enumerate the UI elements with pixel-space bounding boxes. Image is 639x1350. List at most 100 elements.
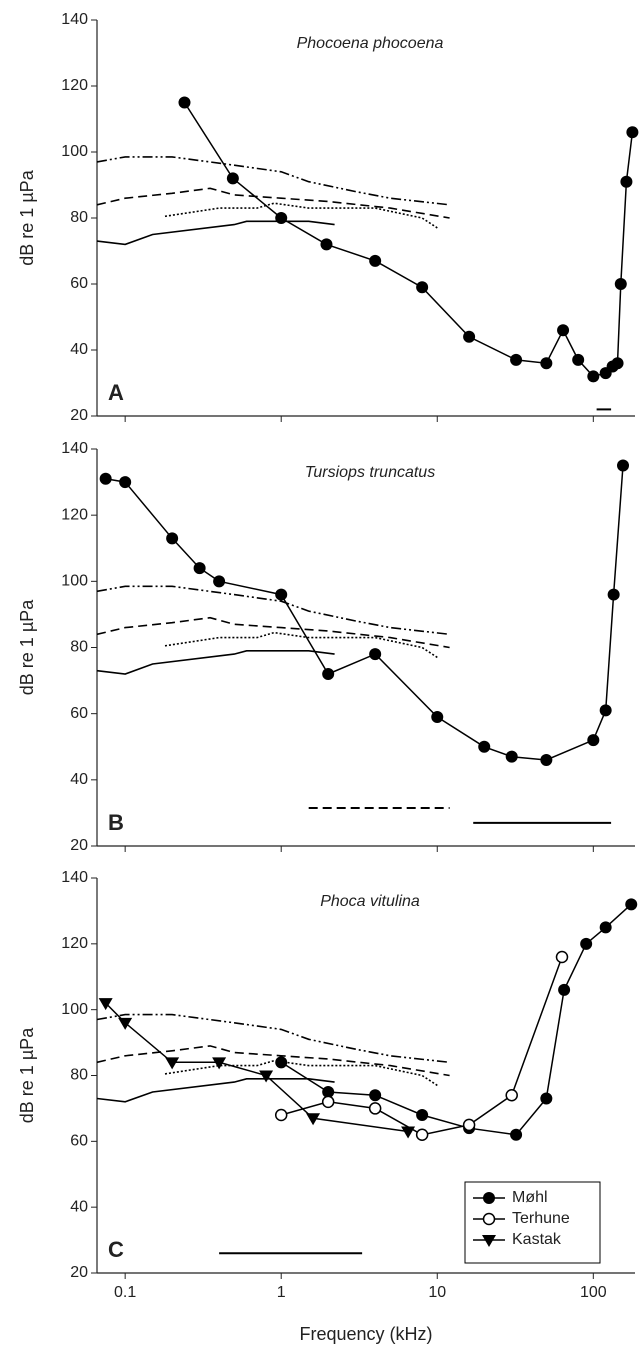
marker bbox=[431, 710, 444, 723]
marker bbox=[540, 357, 553, 370]
marker bbox=[213, 575, 226, 588]
marker bbox=[275, 588, 288, 601]
marker bbox=[463, 330, 476, 343]
marker bbox=[119, 476, 132, 489]
marker bbox=[620, 175, 633, 188]
marker bbox=[483, 1192, 495, 1204]
marker bbox=[274, 1108, 288, 1122]
series-line bbox=[96, 187, 450, 219]
y-tick-label: 140 bbox=[61, 440, 88, 457]
series-line bbox=[96, 585, 450, 636]
chart-title: Phoca vitulina bbox=[320, 893, 420, 910]
series-line bbox=[183, 102, 634, 378]
y-tick-label: 100 bbox=[61, 573, 88, 590]
chart-title: Phocoena phocoena bbox=[297, 35, 444, 52]
legend-label: Kastak bbox=[512, 1231, 562, 1248]
y-tick-label: 100 bbox=[61, 143, 88, 160]
marker bbox=[415, 1128, 429, 1141]
series-line bbox=[164, 1059, 438, 1087]
marker bbox=[625, 898, 638, 911]
marker bbox=[369, 648, 382, 661]
panel-label: A bbox=[108, 380, 124, 405]
y-tick-label: 60 bbox=[70, 275, 88, 292]
y-tick-label: 80 bbox=[70, 639, 88, 656]
marker bbox=[599, 704, 612, 717]
marker bbox=[306, 1113, 321, 1126]
marker bbox=[510, 353, 523, 366]
marker bbox=[369, 254, 382, 267]
marker bbox=[118, 1017, 133, 1030]
y-tick-label: 80 bbox=[70, 209, 88, 226]
y-axis-label: dB re 1 µPa bbox=[17, 599, 37, 695]
series-line bbox=[96, 156, 450, 206]
marker bbox=[275, 212, 288, 224]
y-tick-label: 40 bbox=[70, 1198, 88, 1215]
marker bbox=[212, 1057, 227, 1070]
series-line bbox=[105, 1002, 409, 1133]
marker bbox=[226, 172, 239, 185]
y-tick-label: 20 bbox=[70, 407, 88, 424]
marker bbox=[505, 750, 518, 763]
y-tick-label: 120 bbox=[61, 506, 88, 523]
y-tick-label: 120 bbox=[61, 77, 88, 94]
marker bbox=[259, 1070, 274, 1083]
legend-label: Terhune bbox=[512, 1210, 570, 1227]
chart-title: Tursiops truncatus bbox=[305, 464, 435, 481]
y-tick-label: 80 bbox=[70, 1067, 88, 1084]
series-line bbox=[96, 650, 335, 675]
marker bbox=[320, 238, 333, 251]
x-tick-label: 1 bbox=[277, 1284, 286, 1301]
marker bbox=[165, 1057, 180, 1070]
marker bbox=[321, 1095, 335, 1109]
x-tick-label: 100 bbox=[580, 1284, 607, 1301]
marker bbox=[611, 357, 624, 370]
marker bbox=[369, 1089, 382, 1102]
y-tick-label: 120 bbox=[61, 935, 88, 952]
series-line bbox=[164, 631, 438, 659]
y-tick-label: 140 bbox=[61, 869, 88, 886]
marker bbox=[322, 667, 335, 680]
marker bbox=[580, 937, 593, 950]
marker bbox=[587, 734, 600, 747]
y-tick-label: 140 bbox=[61, 11, 88, 28]
y-tick-label: 100 bbox=[61, 1001, 88, 1018]
marker bbox=[401, 1126, 416, 1139]
marker bbox=[99, 472, 112, 485]
marker bbox=[587, 370, 600, 383]
series-line bbox=[105, 465, 624, 761]
legend: Møhl Terhune Kastak bbox=[464, 1181, 601, 1264]
marker bbox=[557, 324, 570, 337]
marker bbox=[599, 921, 612, 934]
marker bbox=[193, 562, 206, 575]
marker bbox=[166, 532, 179, 545]
x-tick-label: 0.1 bbox=[114, 1284, 136, 1301]
y-axis-label: dB re 1 µPa bbox=[17, 169, 37, 265]
marker bbox=[558, 983, 571, 996]
marker bbox=[98, 998, 113, 1011]
series-line bbox=[280, 956, 563, 1136]
marker bbox=[178, 96, 191, 109]
legend-label: Møhl bbox=[512, 1189, 548, 1206]
marker bbox=[540, 753, 553, 766]
marker bbox=[368, 1102, 382, 1115]
y-tick-label: 40 bbox=[70, 341, 88, 358]
marker bbox=[540, 1092, 553, 1105]
y-tick-label: 60 bbox=[70, 705, 88, 722]
marker bbox=[478, 740, 491, 753]
x-axis-label: Frequency (kHz) bbox=[299, 1324, 432, 1344]
series-line bbox=[96, 1045, 450, 1077]
marker bbox=[555, 950, 569, 964]
marker bbox=[607, 588, 620, 601]
marker bbox=[510, 1128, 523, 1141]
marker bbox=[505, 1089, 518, 1102]
y-tick-label: 40 bbox=[70, 771, 88, 788]
series-line bbox=[164, 202, 438, 229]
marker bbox=[614, 278, 627, 290]
y-tick-label: 60 bbox=[70, 1133, 88, 1150]
marker bbox=[482, 1235, 496, 1247]
marker bbox=[462, 1118, 476, 1132]
marker bbox=[322, 1085, 335, 1098]
y-tick-label: 20 bbox=[70, 837, 88, 854]
series-line bbox=[96, 220, 335, 246]
